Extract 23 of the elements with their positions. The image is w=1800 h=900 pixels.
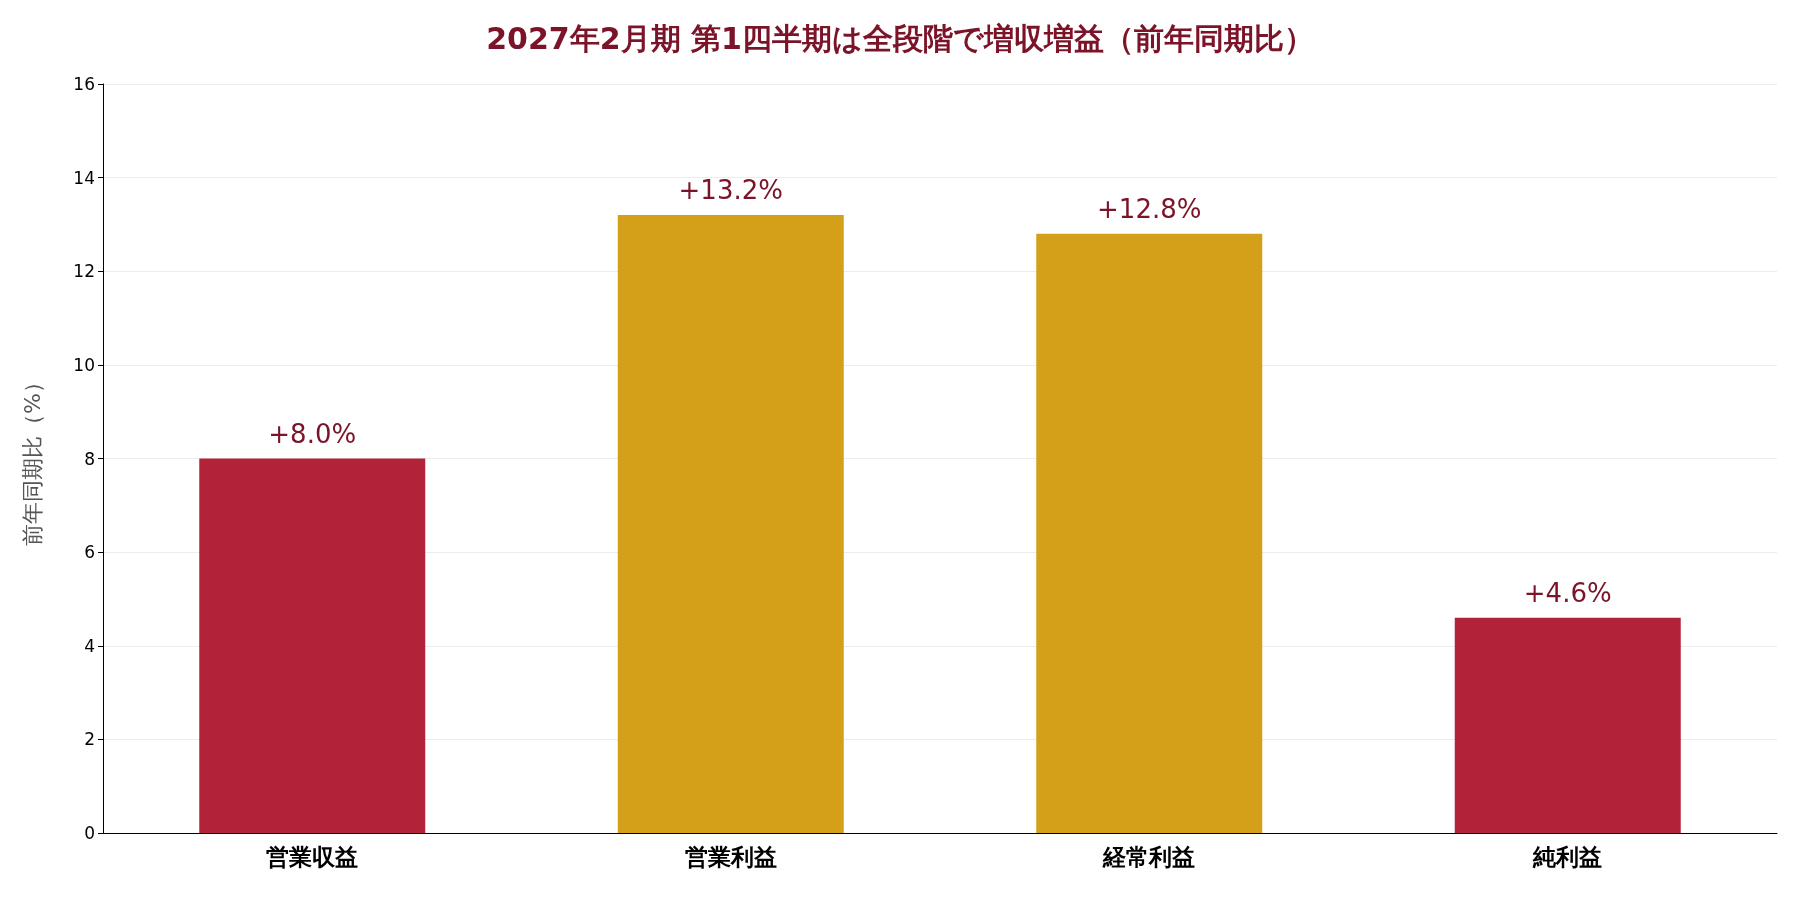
y-tick-label: 2 <box>84 729 95 750</box>
chart-title: 2027年2月期 第1四半期は全段階で増収増益（前年同期比） <box>486 20 1314 56</box>
data-label: +13.2% <box>678 175 783 206</box>
x-tick-label: 営業利益 <box>684 843 777 870</box>
y-tick-label: 0 <box>84 823 95 843</box>
data-label: +8.0% <box>268 418 357 449</box>
y-tick-label: 16 <box>73 74 95 94</box>
y-tick-label: 8 <box>84 448 95 469</box>
data-label: +12.8% <box>1097 193 1202 224</box>
y-axis-title: 前年同期比（%） <box>19 371 45 546</box>
y-tick-label: 4 <box>84 635 95 656</box>
y-tick-label: 12 <box>73 261 95 282</box>
y-tick-label: 6 <box>84 542 95 563</box>
bar <box>1036 233 1263 833</box>
bar <box>199 458 426 833</box>
x-tick-label: 純利益 <box>1532 843 1603 870</box>
bar <box>1454 617 1681 833</box>
data-label: +4.6% <box>1523 577 1612 608</box>
y-tick-label: 10 <box>73 354 95 375</box>
y-tick-label: 14 <box>73 167 95 188</box>
x-tick-label: 経常利益 <box>1102 843 1196 870</box>
x-tick-label: 営業収益 <box>266 843 359 870</box>
bar <box>617 215 844 833</box>
